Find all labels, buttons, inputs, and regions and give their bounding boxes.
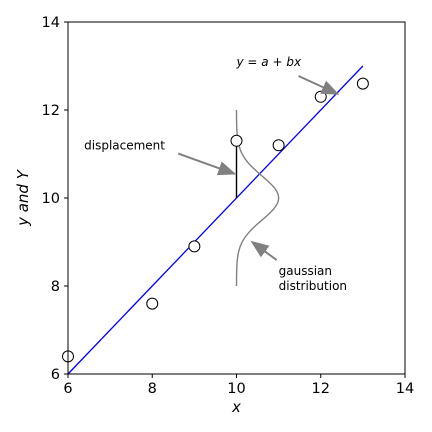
x-axis-label: x [231,398,241,416]
x-tick-label: 12 [312,381,330,397]
data-point [146,297,159,310]
data-point [188,240,201,253]
y-axis-label: y and Y [14,168,32,227]
data-point [314,90,327,103]
displacement-label: displacement [84,139,165,153]
x-tick-label: 14 [396,381,414,397]
x-tick-label: 8 [148,381,157,397]
gaussian-arrow [250,240,278,261]
gaussian-annotation: gaussian distribution [250,240,347,293]
gaussian-label-line1: gaussian [279,264,332,278]
y-tick-label: 10 [42,191,60,207]
regression-line [67,65,364,375]
displacement-arrow [177,152,237,176]
regression-annotation: y = a + bx [236,55,340,95]
x-tick-label: 6 [63,381,72,397]
data-point [230,134,243,147]
y-tick-label: 12 [42,103,60,119]
gaussian-label-line2: distribution [279,279,347,293]
regression-arrow [298,75,340,95]
displacement-annotation: displacement [84,139,237,176]
data-point [272,139,285,152]
x-tick-label: 10 [227,381,245,397]
regression-label: y = a + bx [236,55,302,69]
data-point [356,77,369,90]
plot-frame [67,21,406,375]
y-tick-label: 6 [51,367,60,383]
y-tick-label: 14 [42,15,60,31]
y-tick-label: 8 [51,279,60,295]
